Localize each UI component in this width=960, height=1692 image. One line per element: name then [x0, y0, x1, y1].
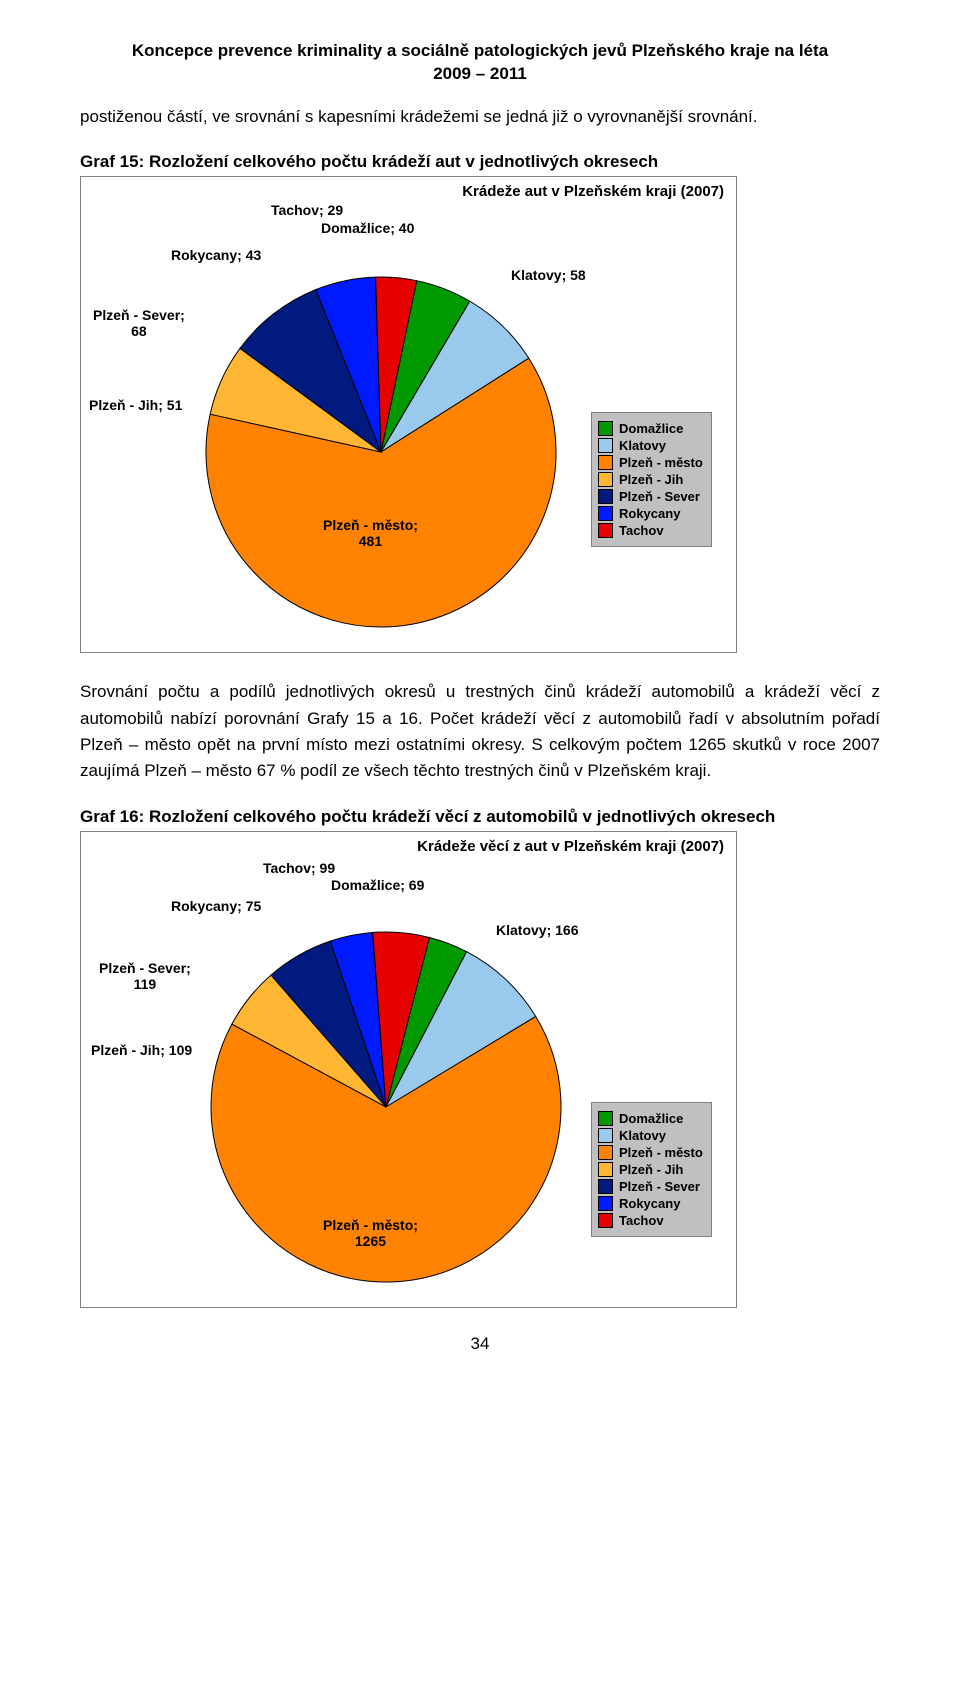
legend-item: Tachov — [598, 1213, 703, 1228]
slice-label-klatovy: Klatovy; 166 — [496, 922, 578, 938]
graf15-chart: Krádeže aut v Plzeňském kraji (2007)Doma… — [80, 176, 737, 653]
legend-item: Plzeň - Jih — [598, 1162, 703, 1177]
graf16-chart: Krádeže věcí z aut v Plzeňském kraji (20… — [80, 831, 737, 1308]
slice-label-rokycany: Rokycany; 75 — [171, 898, 261, 914]
chart-legend: Domažlice Klatovy Plzeň - město Plzeň - Jih… — [591, 1102, 712, 1237]
graf16-title: Graf 16: Rozložení celkového počtu kráde… — [80, 807, 880, 827]
legend-item: Plzeň - město — [598, 1145, 703, 1160]
slice-label-plzen_sever: Plzeň - Sever; 119 — [99, 960, 191, 992]
legend-item: Plzeň - Jih — [598, 472, 703, 487]
legend-item: Klatovy — [598, 1128, 703, 1143]
paragraph-1: postiženou částí, ve srovnání s kapesním… — [80, 104, 880, 130]
slice-label-tachov: Tachov; 29 — [271, 202, 343, 218]
legend-swatch — [598, 489, 613, 504]
legend-item: Rokycany — [598, 506, 703, 521]
legend-item: Plzeň - Sever — [598, 489, 703, 504]
doc-title-line2: 2009 – 2011 — [433, 64, 527, 83]
legend-swatch — [598, 438, 613, 453]
legend-swatch — [598, 1213, 613, 1228]
doc-title-line1: Koncepce prevence kriminality a sociálně… — [132, 41, 828, 60]
legend-item: Domažlice — [598, 1111, 703, 1126]
legend-item: Plzeň - město — [598, 455, 703, 470]
legend-item: Plzeň - Sever — [598, 1179, 703, 1194]
graf15-title: Graf 15: Rozložení celkového počtu kráde… — [80, 152, 880, 172]
legend-swatch — [598, 1179, 613, 1194]
slice-label-plzen_sever: Plzeň - Sever; 68 — [93, 307, 185, 339]
legend-label: Plzeň - město — [619, 455, 703, 470]
legend-label: Plzeň - město — [619, 1145, 703, 1160]
legend-label: Tachov — [619, 523, 664, 538]
slice-label-domazlice: Domažlice; 40 — [321, 220, 414, 236]
legend-swatch — [598, 1162, 613, 1177]
slice-label-tachov: Tachov; 99 — [263, 860, 335, 876]
legend-label: Klatovy — [619, 1128, 666, 1143]
doc-title: Koncepce prevence kriminality a sociálně… — [80, 40, 880, 86]
legend-item: Tachov — [598, 523, 703, 538]
legend-swatch — [598, 506, 613, 521]
legend-swatch — [598, 421, 613, 436]
legend-swatch — [598, 1145, 613, 1160]
slice-label-plzen_mesto: Plzeň - město; 481 — [323, 517, 418, 549]
chart-legend: Domažlice Klatovy Plzeň - město Plzeň - Jih… — [591, 412, 712, 547]
legend-label: Plzeň - Jih — [619, 472, 683, 487]
legend-swatch — [598, 455, 613, 470]
slice-label-plzen_jih: Plzeň - Jih; 51 — [89, 397, 182, 413]
legend-label: Domažlice — [619, 421, 683, 436]
legend-label: Klatovy — [619, 438, 666, 453]
legend-label: Plzeň - Jih — [619, 1162, 683, 1177]
legend-swatch — [598, 472, 613, 487]
legend-label: Domažlice — [619, 1111, 683, 1126]
legend-swatch — [598, 1196, 613, 1211]
legend-label: Rokycany — [619, 1196, 680, 1211]
page-number: 34 — [80, 1334, 880, 1354]
legend-item: Domažlice — [598, 421, 703, 436]
legend-item: Rokycany — [598, 1196, 703, 1211]
slice-label-domazlice: Domažlice; 69 — [331, 877, 424, 893]
legend-label: Tachov — [619, 1213, 664, 1228]
slice-label-plzen_mesto: Plzeň - město; 1265 — [323, 1217, 418, 1249]
legend-label: Plzeň - Sever — [619, 489, 700, 504]
legend-item: Klatovy — [598, 438, 703, 453]
legend-swatch — [598, 1111, 613, 1126]
legend-label: Plzeň - Sever — [619, 1179, 700, 1194]
legend-swatch — [598, 523, 613, 538]
legend-swatch — [598, 1128, 613, 1143]
slice-label-rokycany: Rokycany; 43 — [171, 247, 261, 263]
paragraph-2: Srovnání počtu a podílů jednotlivých okr… — [80, 679, 880, 784]
legend-label: Rokycany — [619, 506, 680, 521]
slice-label-klatovy: Klatovy; 58 — [511, 267, 586, 283]
slice-label-plzen_jih: Plzeň - Jih; 109 — [91, 1042, 192, 1058]
